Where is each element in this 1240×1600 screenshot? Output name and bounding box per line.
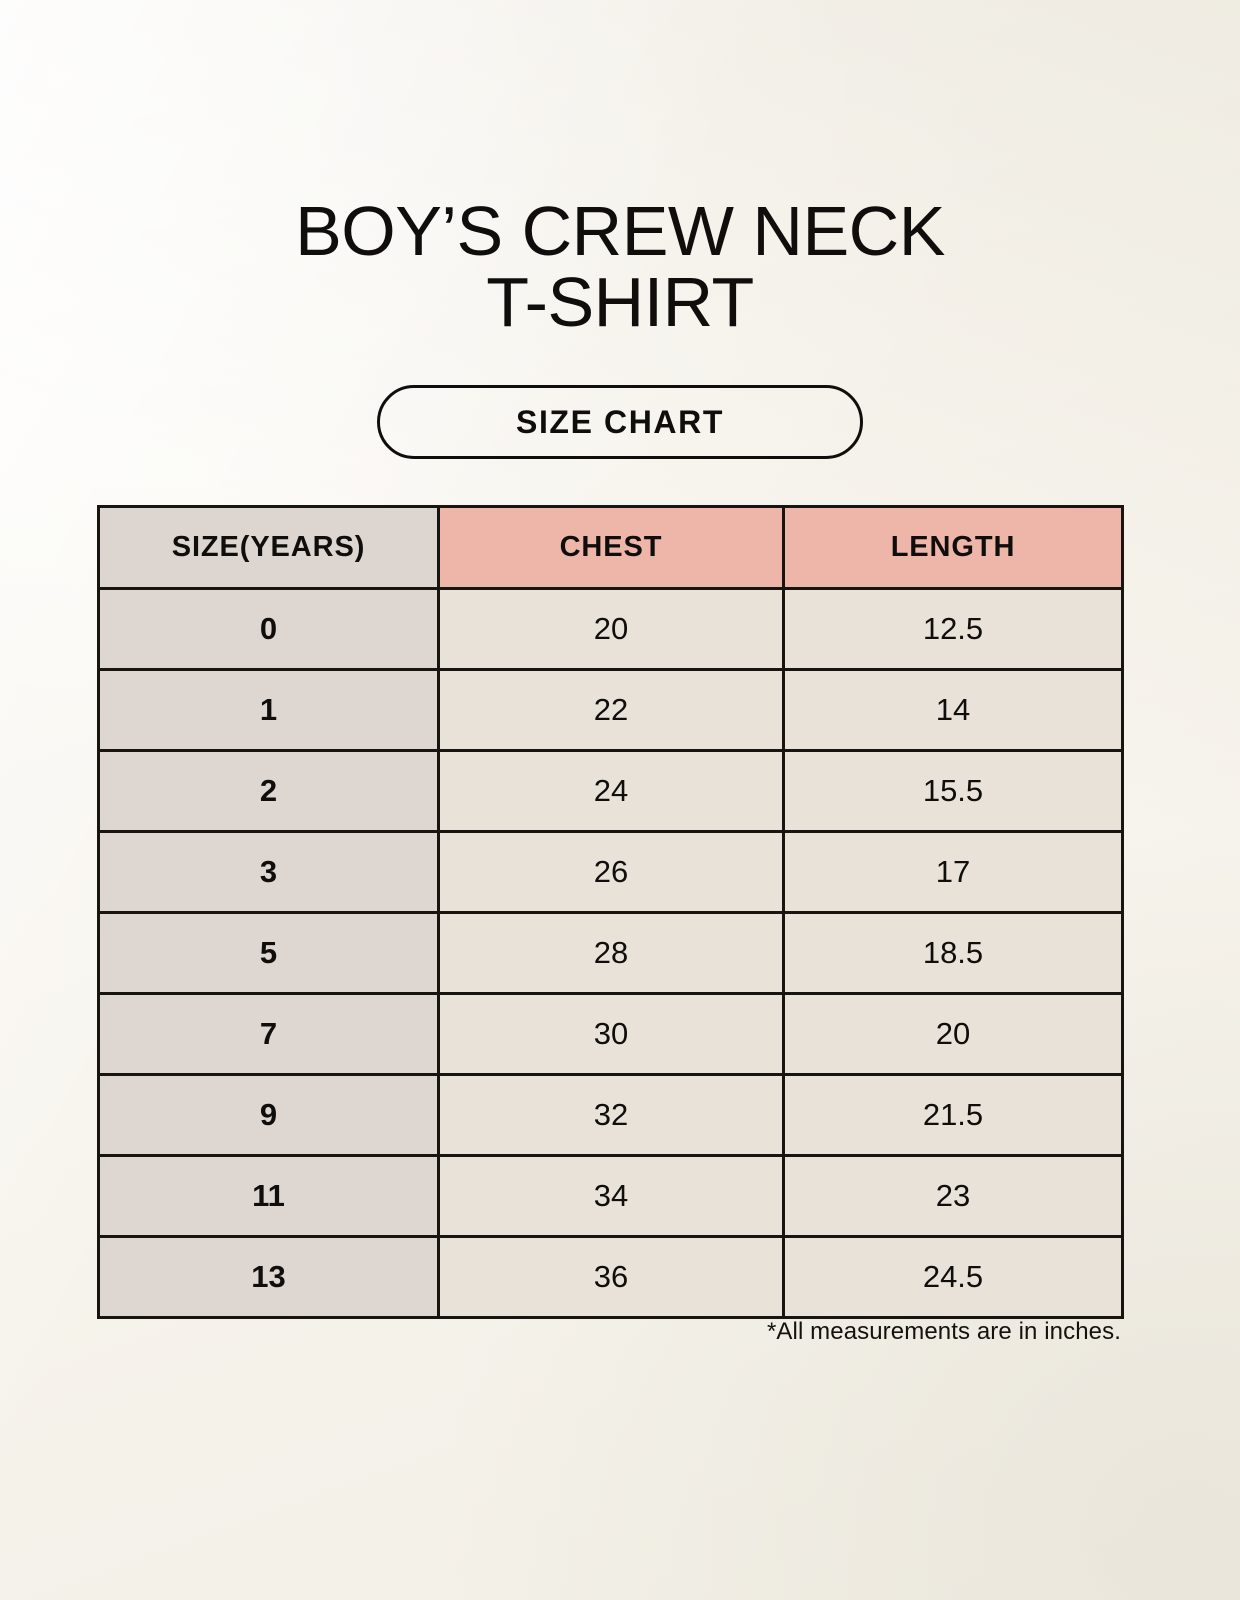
cell-chest: 22 [437, 668, 785, 752]
cell-chest: 30 [437, 992, 785, 1076]
size-table: SIZE(YEARS) CHEST LENGTH 0 20 12.5 1 22 14 2 24… [97, 505, 1124, 1319]
cell-size: 2 [97, 749, 440, 833]
cell-length: 18.5 [782, 911, 1124, 995]
cell-length: 20 [782, 992, 1124, 1076]
page-title: BOY’S CREW NECK T-SHIRT [0, 192, 1240, 342]
size-chart-badge: SIZE CHART [377, 385, 863, 459]
cell-length: 17 [782, 830, 1124, 914]
cell-chest: 36 [437, 1235, 785, 1319]
page-title-line-2: T-SHIRT [486, 263, 754, 342]
cell-length: 14 [782, 668, 1124, 752]
cell-length: 15.5 [782, 749, 1124, 833]
size-table-body: 0 20 12.5 1 22 14 2 24 15.5 3 26 17 5 28 18.5 7 30 20 9 32 2… [97, 587, 1124, 1319]
cell-size: 5 [97, 911, 440, 995]
cell-chest: 20 [437, 587, 785, 671]
table-row: 0 20 12.5 [97, 587, 1124, 671]
table-row: 11 34 23 [97, 1154, 1124, 1238]
cell-chest: 34 [437, 1154, 785, 1238]
page-title-line-1: BOY’S CREW NECK [295, 192, 945, 270]
cell-size: 11 [97, 1154, 440, 1238]
column-header-length: LENGTH [782, 505, 1124, 590]
table-row: 7 30 20 [97, 992, 1124, 1076]
cell-size: 1 [97, 668, 440, 752]
cell-size: 13 [97, 1235, 440, 1319]
cell-length: 23 [782, 1154, 1124, 1238]
table-row: 9 32 21.5 [97, 1073, 1124, 1157]
badge-container: SIZE CHART [0, 385, 1240, 459]
cell-chest: 26 [437, 830, 785, 914]
table-row: 3 26 17 [97, 830, 1124, 914]
size-table-container: SIZE(YEARS) CHEST LENGTH 0 20 12.5 1 22 14 2 24… [97, 505, 1124, 1319]
table-row: 2 24 15.5 [97, 749, 1124, 833]
table-row: 13 36 24.5 [97, 1235, 1124, 1319]
cell-chest: 28 [437, 911, 785, 995]
cell-size: 7 [97, 992, 440, 1076]
cell-chest: 24 [437, 749, 785, 833]
cell-size: 0 [97, 587, 440, 671]
measurements-note: *All measurements are in inches. [766, 1318, 1121, 1345]
column-header-size: SIZE(YEARS) [97, 505, 440, 590]
table-row: 5 28 18.5 [97, 911, 1124, 995]
cell-size: 9 [97, 1073, 440, 1157]
cell-length: 12.5 [782, 587, 1124, 671]
table-header-row: SIZE(YEARS) CHEST LENGTH [97, 505, 1124, 590]
size-table-head: SIZE(YEARS) CHEST LENGTH [97, 505, 1124, 590]
cell-size: 3 [97, 830, 440, 914]
cell-length: 21.5 [782, 1073, 1124, 1157]
cell-chest: 32 [437, 1073, 785, 1157]
column-header-chest: CHEST [437, 505, 785, 590]
cell-length: 24.5 [782, 1235, 1124, 1319]
table-row: 1 22 14 [97, 668, 1124, 752]
